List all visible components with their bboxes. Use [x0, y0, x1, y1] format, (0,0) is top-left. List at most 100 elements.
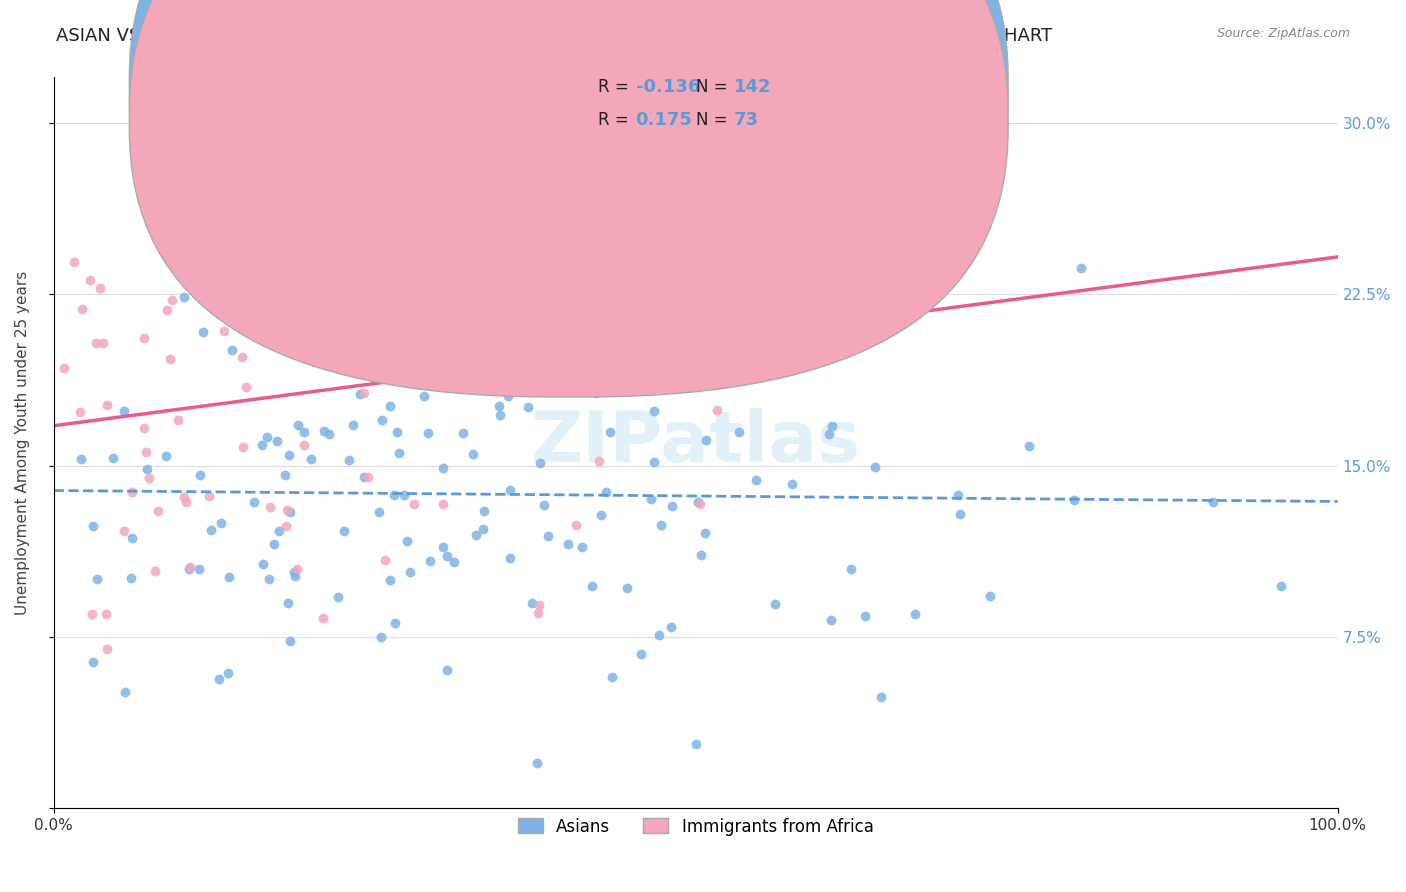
Point	[744, 301, 766, 316]
Point	[1063, 492, 1085, 507]
Point	[86, 573, 108, 587]
Point	[187, 562, 209, 576]
Point	[177, 562, 200, 576]
Point	[423, 361, 446, 376]
Point	[385, 425, 408, 440]
Point	[946, 488, 969, 502]
Point	[96, 641, 118, 656]
Point	[456, 368, 478, 383]
Point	[821, 419, 844, 434]
Y-axis label: Unemployment Among Youth under 25 years: Unemployment Among Youth under 25 years	[15, 271, 30, 615]
Text: ZIPatlas: ZIPatlas	[530, 409, 860, 477]
Point	[515, 293, 537, 308]
Point	[772, 144, 794, 158]
Point	[229, 319, 252, 334]
Point	[343, 301, 366, 315]
Point	[640, 492, 662, 507]
Point	[391, 311, 413, 326]
Point	[412, 389, 434, 403]
Point	[727, 425, 749, 439]
Text: ASIAN VS IMMIGRANTS FROM AFRICA UNEMPLOYMENT AMONG YOUTH UNDER 25 YEARS CORRELAT: ASIAN VS IMMIGRANTS FROM AFRICA UNEMPLOY…	[56, 27, 1053, 45]
Point	[135, 445, 157, 459]
Point	[949, 508, 972, 522]
Point	[436, 549, 458, 563]
Point	[112, 404, 135, 418]
Point	[451, 425, 474, 440]
Point	[121, 531, 143, 545]
Point	[522, 597, 544, 611]
Point	[250, 438, 273, 452]
Point	[155, 449, 177, 463]
Point	[231, 350, 253, 364]
Point	[266, 434, 288, 449]
Point	[404, 498, 426, 512]
Point	[441, 341, 464, 355]
Point	[134, 331, 156, 345]
Point	[283, 565, 305, 579]
Point	[541, 343, 564, 358]
Point	[706, 403, 728, 417]
Point	[388, 446, 411, 460]
Point	[595, 485, 617, 500]
Text: Source: ZipAtlas.com: Source: ZipAtlas.com	[1216, 27, 1350, 40]
Point	[214, 324, 236, 338]
Text: 73: 73	[734, 111, 759, 128]
Point	[138, 471, 160, 485]
Point	[259, 500, 281, 514]
Point	[598, 340, 620, 354]
Legend: Asians, Immigrants from Africa: Asians, Immigrants from Africa	[509, 809, 882, 844]
Point	[571, 540, 593, 554]
Point	[616, 581, 638, 595]
Point	[96, 398, 118, 412]
Point	[257, 572, 280, 586]
Point	[176, 495, 198, 509]
Point	[353, 385, 375, 400]
Point	[165, 221, 187, 235]
Point	[198, 489, 221, 503]
Point	[419, 247, 441, 261]
Point	[591, 508, 613, 522]
Point	[96, 607, 118, 621]
Point	[224, 153, 246, 167]
Point	[763, 597, 786, 611]
Point	[136, 462, 159, 476]
Point	[599, 425, 621, 439]
Point	[565, 364, 588, 378]
Point	[529, 456, 551, 470]
Point	[472, 522, 495, 536]
Point	[488, 399, 510, 413]
Point	[274, 467, 297, 482]
Point	[112, 524, 135, 539]
Point	[419, 554, 441, 568]
Point	[693, 526, 716, 541]
Point	[232, 441, 254, 455]
Text: N =: N =	[696, 111, 733, 128]
Point	[218, 569, 240, 583]
Point	[650, 518, 672, 533]
Point	[432, 497, 454, 511]
Point	[415, 277, 437, 292]
Point	[821, 344, 844, 359]
Point	[465, 528, 488, 542]
Point	[1202, 494, 1225, 508]
Point	[685, 737, 707, 751]
Point	[173, 289, 195, 303]
Point	[79, 273, 101, 287]
Point	[120, 571, 142, 585]
Point	[489, 408, 512, 422]
Point	[276, 503, 298, 517]
Text: N =: N =	[696, 78, 733, 95]
Point	[146, 504, 169, 518]
Point	[179, 560, 201, 574]
Point	[695, 433, 717, 447]
Point	[101, 451, 124, 466]
Point	[121, 485, 143, 500]
Point	[643, 455, 665, 469]
Text: 0.175: 0.175	[636, 111, 692, 128]
Point	[399, 565, 422, 579]
Point	[217, 665, 239, 680]
Point	[292, 425, 315, 439]
Point	[263, 537, 285, 551]
Point	[780, 476, 803, 491]
Point	[773, 344, 796, 359]
